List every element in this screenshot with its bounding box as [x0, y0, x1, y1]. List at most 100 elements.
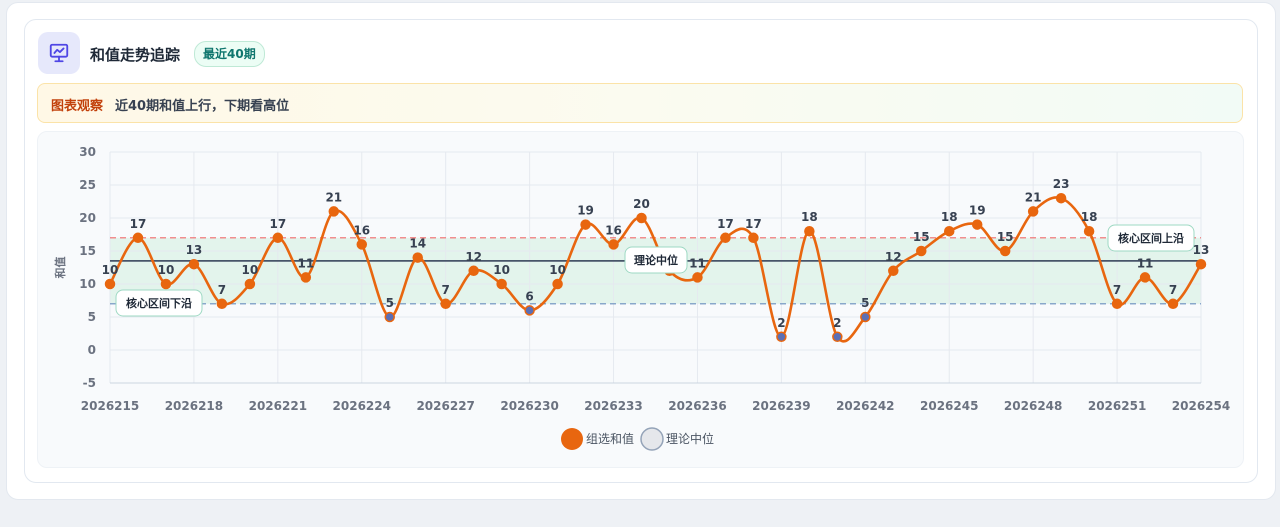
data-label: 23	[1053, 177, 1070, 191]
card-title: 和值走势追踪	[90, 46, 181, 64]
data-point	[720, 232, 731, 244]
data-label: 11	[297, 256, 314, 270]
plot-area: -5 0 5 10 15 20 25 30 2026215 2026218 2026221 20262…	[37, 131, 1244, 468]
x-tick-label: 2026242	[836, 399, 894, 413]
data-label: 11	[689, 256, 706, 270]
y-tick-label: 25	[79, 178, 96, 192]
data-point	[1027, 206, 1039, 217]
data-point	[188, 258, 200, 270]
y-axis-label: 和值	[53, 257, 67, 279]
data-label: 14	[409, 237, 426, 251]
data-label: 10	[242, 263, 259, 277]
data-label: 2	[833, 316, 841, 330]
data-label: 16	[353, 223, 370, 237]
observation-banner: 图表观察 近40期和值上行，下期看高位	[37, 83, 1243, 123]
x-tick-label: 2026224	[333, 399, 391, 413]
data-point	[132, 232, 144, 244]
data-label: 15	[997, 230, 1014, 244]
legend-label-median: 理论中位	[666, 431, 714, 446]
x-tick-label: 2026221	[249, 399, 307, 413]
data-point	[916, 245, 927, 257]
data-label: 17	[269, 217, 286, 231]
data-label: 16	[605, 223, 622, 237]
data-label: 20	[633, 197, 650, 211]
y-tick-label: 5	[88, 310, 96, 324]
data-label: 5	[861, 296, 869, 310]
y-tick-label: -5	[83, 376, 96, 390]
data-point	[776, 331, 787, 343]
period-badge: 最近40期	[194, 41, 265, 67]
data-label: 7	[442, 283, 450, 297]
upper-band-annotation-text: 核心区间上沿	[1118, 231, 1184, 245]
data-point	[356, 239, 368, 250]
data-point	[1083, 225, 1095, 237]
data-label: 10	[493, 263, 510, 277]
upper-band-annotation: 核心区间上沿	[1107, 224, 1195, 252]
data-label: 10	[102, 263, 119, 277]
data-label: 17	[717, 217, 734, 231]
data-label: 11	[1137, 256, 1154, 270]
legend-swatch-median	[640, 427, 664, 451]
data-label: 7	[1169, 283, 1177, 297]
x-tick-label: 2026239	[752, 399, 810, 413]
data-label: 15	[913, 230, 930, 244]
data-label: 7	[1113, 283, 1121, 297]
data-point	[1139, 272, 1151, 283]
median-annotation: 理论中位	[624, 246, 688, 274]
lower-band-annotation-box	[115, 289, 203, 317]
data-label: 6	[525, 289, 533, 303]
data-point	[552, 278, 563, 290]
x-tick-label: 2026227	[416, 399, 474, 413]
x-tick-label: 2026218	[165, 399, 223, 413]
data-point	[748, 232, 759, 244]
data-point	[104, 278, 116, 290]
x-tick-label: 2026248	[1004, 399, 1062, 413]
data-point	[860, 311, 871, 323]
lower-band-annotation: 核心区间下沿	[115, 289, 203, 317]
data-label: 18	[1081, 210, 1098, 224]
data-point	[692, 272, 703, 283]
legend-swatch-sum	[561, 428, 583, 450]
observation-tag: 图表观察	[51, 99, 104, 114]
data-point	[384, 311, 395, 323]
data-point	[832, 331, 843, 343]
data-label: 19	[577, 204, 594, 218]
data-point	[971, 219, 983, 230]
data-point	[216, 298, 228, 310]
data-point	[524, 305, 535, 316]
data-label: 10	[158, 263, 175, 277]
data-point	[440, 298, 451, 310]
legend-label-sum: 组选和值	[586, 431, 634, 446]
y-tick-label: 0	[88, 343, 96, 357]
data-point	[412, 252, 423, 263]
data-point	[999, 245, 1011, 257]
data-point	[496, 278, 507, 290]
x-tick-label: 2026251	[1088, 399, 1146, 413]
data-label: 12	[885, 250, 902, 264]
data-point	[1055, 192, 1067, 204]
data-label: 10	[549, 263, 566, 277]
y-tick-label: 15	[79, 244, 96, 258]
data-label: 21	[1025, 190, 1042, 204]
data-label: 13	[186, 243, 203, 257]
x-tick-label: 2026245	[920, 399, 978, 413]
lower-band-annotation-text: 核心区间下沿	[126, 296, 192, 310]
x-tick-label: 2026236	[668, 399, 726, 413]
data-label: 17	[745, 217, 762, 231]
x-tick-label: 2026254	[1172, 399, 1230, 413]
x-tick-label: 2026215	[81, 399, 139, 413]
data-label: 19	[969, 204, 986, 218]
data-point	[1195, 258, 1207, 270]
data-point	[328, 206, 340, 217]
data-point	[468, 265, 479, 277]
data-label: 18	[941, 210, 958, 224]
data-point	[1167, 298, 1179, 310]
data-label: 21	[325, 190, 342, 204]
data-point	[300, 272, 312, 283]
median-annotation-text: 理论中位	[634, 253, 678, 267]
y-tick-label: 20	[79, 211, 96, 225]
data-point	[580, 219, 591, 230]
data-point	[160, 278, 172, 290]
data-label: 13	[1193, 243, 1210, 257]
